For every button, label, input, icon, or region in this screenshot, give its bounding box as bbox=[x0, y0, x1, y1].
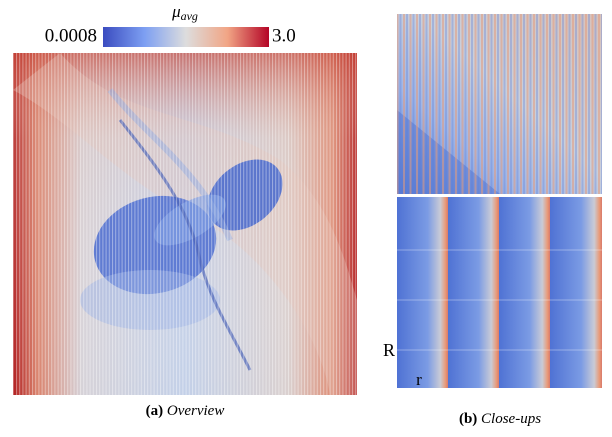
colorbar-subscript: avg bbox=[181, 9, 198, 23]
colorbar bbox=[103, 27, 269, 47]
closeup-top bbox=[397, 14, 602, 194]
caption-a: (a) Overview bbox=[146, 403, 225, 419]
caption-b: (b) Close-ups bbox=[459, 411, 541, 427]
colorbar-label: μavg bbox=[171, 2, 198, 23]
label-r: r bbox=[416, 370, 422, 389]
caption-text: Close-ups bbox=[481, 411, 541, 427]
label-R: R bbox=[383, 340, 395, 360]
colorbar-min: 0.0008 bbox=[45, 25, 97, 46]
overview-image bbox=[13, 53, 357, 395]
caption-tag: (a) bbox=[146, 403, 164, 419]
caption-text: Overview bbox=[167, 403, 224, 419]
closeup-bottom bbox=[397, 197, 602, 388]
caption-tag: (b) bbox=[459, 411, 477, 427]
colorbar-symbol: μ bbox=[171, 2, 181, 21]
colorbar-max: 3.0 bbox=[272, 25, 296, 46]
